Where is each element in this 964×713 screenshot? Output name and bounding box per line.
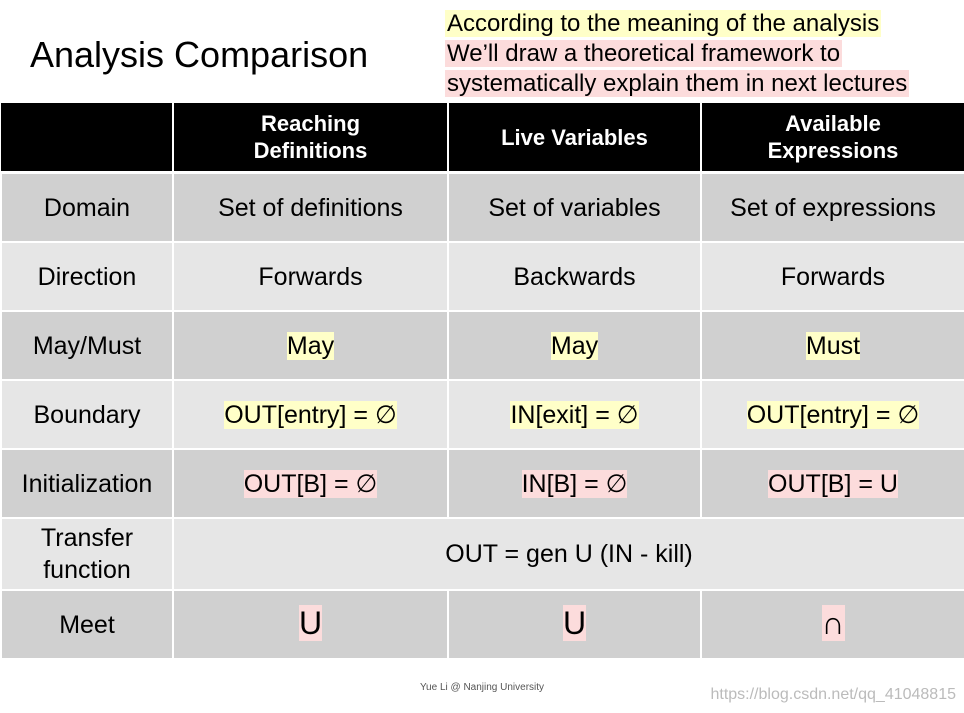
table-cell: IN[exit] = ∅ bbox=[447, 379, 702, 450]
cell-text: Set of expressions bbox=[730, 193, 936, 222]
table-cell: Forwards bbox=[172, 241, 449, 312]
table-cell: Backwards bbox=[447, 241, 702, 312]
table-row: Domain Set of definitions Set of variables… bbox=[0, 171, 964, 243]
row-label: Initialization bbox=[0, 448, 174, 519]
column-header: Reaching Definitions bbox=[172, 101, 449, 174]
cell-text: OUT[B] = U bbox=[768, 469, 898, 498]
cell-text: U bbox=[562, 605, 587, 641]
row-label-text: May/Must bbox=[32, 331, 142, 360]
column-header: Available Expressions bbox=[700, 101, 964, 174]
table-row: Transfer function OUT = gen U (IN - kill) bbox=[0, 517, 964, 591]
note-text: systematically explain them in next lect… bbox=[445, 70, 910, 97]
cell-text: IN[B] = ∅ bbox=[521, 469, 628, 498]
cell-text: ∩ bbox=[821, 605, 845, 641]
table-row: Direction Forwards Backwards Forwards bbox=[0, 241, 964, 312]
cell-text: Forwards bbox=[780, 262, 886, 291]
row-label: Boundary bbox=[0, 379, 174, 450]
row-label-text: Boundary bbox=[33, 400, 141, 429]
cell-text: OUT[B] = ∅ bbox=[243, 469, 378, 498]
cell-text: OUT[entry] = ∅ bbox=[746, 400, 920, 429]
column-title: Reaching Definitions bbox=[253, 111, 368, 163]
column-title: Available Expressions bbox=[767, 111, 899, 163]
note-text: According to the meaning of the analysis bbox=[445, 10, 882, 37]
note: According to the meaning of the analysis… bbox=[445, 9, 910, 99]
table-row: Initialization OUT[B] = ∅ IN[B] = ∅ OUT[B] … bbox=[0, 448, 964, 519]
note-text: We’ll draw a theoretical framework to bbox=[445, 40, 843, 67]
comparison-table: Reaching Definitions Live Variables Availa… bbox=[0, 101, 964, 660]
table-cell: ∩ bbox=[700, 589, 964, 660]
table-cell: Must bbox=[700, 310, 964, 381]
cell-text: OUT = gen U (IN - kill) bbox=[445, 540, 693, 568]
note-line: According to the meaning of the analysis bbox=[445, 9, 909, 39]
cell-text: Must bbox=[805, 331, 861, 360]
row-label-text: Direction bbox=[37, 262, 137, 291]
row-label-text: Meet bbox=[59, 610, 115, 639]
cell-text: May bbox=[286, 331, 335, 360]
row-label-text: Transfer function bbox=[40, 524, 134, 584]
table-cell: OUT[B] = ∅ bbox=[172, 448, 449, 519]
table-row: May/Must May May Must bbox=[0, 310, 964, 381]
column-header: Live Variables bbox=[447, 101, 702, 174]
table-cell: OUT[B] = U bbox=[700, 448, 964, 519]
row-label-text: Initialization bbox=[21, 469, 153, 498]
row-label-text: Domain bbox=[43, 193, 131, 222]
cell-text: Set of variables bbox=[488, 193, 661, 222]
watermark: https://blog.csdn.net/qq_41048815 bbox=[710, 686, 956, 703]
note-line: We’ll draw a theoretical framework to bbox=[445, 39, 909, 69]
table-cell: Set of definitions bbox=[172, 171, 449, 243]
table-row: Meet U U ∩ bbox=[0, 589, 964, 660]
table-cell: Set of variables bbox=[447, 171, 702, 243]
cell-text: OUT[entry] = ∅ bbox=[224, 400, 397, 429]
header-row: Reaching Definitions Live Variables Availa… bbox=[1, 101, 964, 174]
table-cell: IN[B] = ∅ bbox=[447, 448, 702, 519]
cell-text: IN[exit] = ∅ bbox=[510, 400, 639, 429]
row-label: Direction bbox=[0, 241, 174, 312]
cell-text: U bbox=[298, 605, 323, 641]
row-label: Transfer function bbox=[0, 517, 174, 591]
table-cell: OUT[entry] = ∅ bbox=[172, 379, 449, 450]
slide-title: Analysis Comparison bbox=[30, 34, 369, 75]
cell-text: Forwards bbox=[258, 262, 363, 291]
cell-text: Set of definitions bbox=[218, 193, 403, 222]
corner-cell bbox=[1, 101, 174, 174]
table-cell: OUT = gen U (IN - kill) bbox=[172, 517, 964, 591]
table-cell: May bbox=[172, 310, 449, 381]
cell-text: May bbox=[550, 331, 599, 360]
table-cell: Set of expressions bbox=[700, 171, 964, 243]
note-line: systematically explain them in next lect… bbox=[445, 69, 910, 99]
table-cell: U bbox=[447, 589, 702, 660]
table-cell: Forwards bbox=[700, 241, 964, 312]
table-cell: U bbox=[172, 589, 449, 660]
cell-text: Backwards bbox=[513, 262, 636, 291]
row-label: Meet bbox=[0, 589, 174, 660]
table-cell: May bbox=[447, 310, 702, 381]
row-label: May/Must bbox=[0, 310, 174, 381]
table-row: Boundary OUT[entry] = ∅ IN[exit] = ∅ OUT[en… bbox=[0, 379, 964, 450]
footer: Yue Li @ Nanjing University bbox=[419, 682, 545, 693]
column-title: Live Variables bbox=[501, 124, 648, 150]
row-label: Domain bbox=[0, 171, 174, 243]
table-cell: OUT[entry] = ∅ bbox=[700, 379, 964, 450]
